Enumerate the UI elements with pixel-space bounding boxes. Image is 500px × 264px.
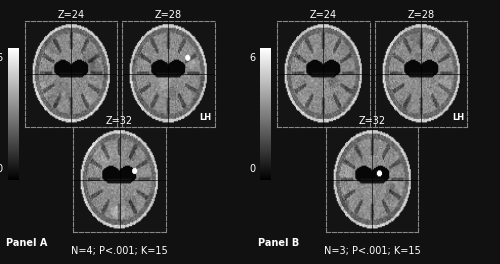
Title: Z=24: Z=24 [57, 10, 84, 20]
Text: N=4; P<.001; K=15: N=4; P<.001; K=15 [71, 246, 168, 256]
Text: 0: 0 [249, 164, 255, 174]
Title: Z=24: Z=24 [310, 10, 337, 20]
Text: 0: 0 [0, 164, 2, 174]
Text: LH: LH [452, 114, 464, 122]
Text: Panel B: Panel B [258, 238, 300, 248]
Text: LH: LH [200, 114, 211, 122]
Title: Z=28: Z=28 [407, 10, 434, 20]
Text: N=3; P<.001; K=15: N=3; P<.001; K=15 [324, 246, 420, 256]
Title: Z=32: Z=32 [358, 116, 386, 126]
Text: Panel A: Panel A [6, 238, 48, 248]
Title: Z=32: Z=32 [106, 116, 133, 126]
Title: Z=28: Z=28 [154, 10, 182, 20]
Text: 6: 6 [0, 53, 2, 63]
Text: 6: 6 [249, 53, 255, 63]
